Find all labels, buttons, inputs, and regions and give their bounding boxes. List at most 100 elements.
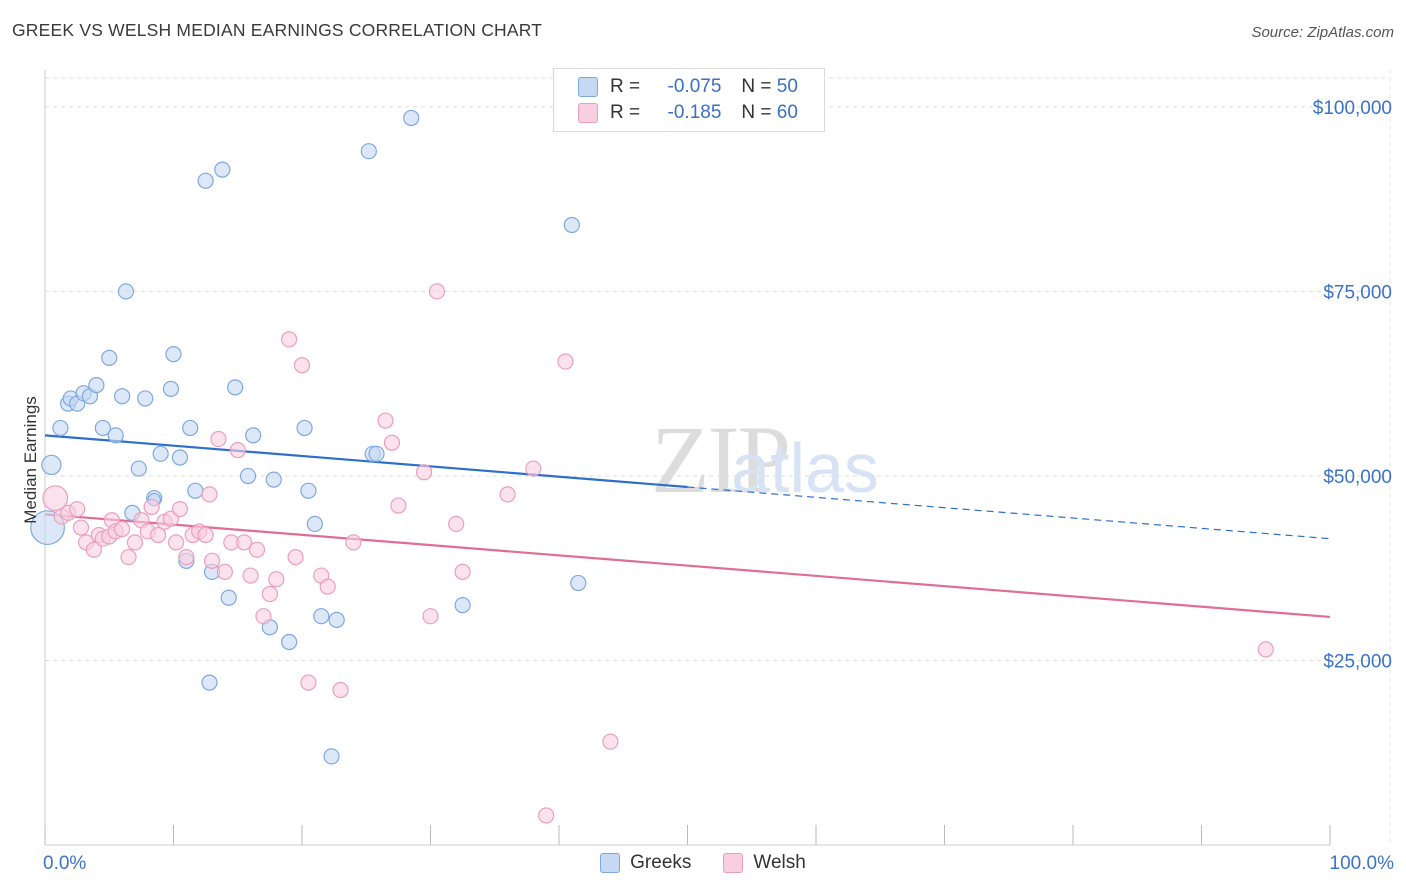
point-welsh: [42, 485, 69, 511]
legend-swatch-welsh: [578, 103, 598, 123]
watermark-zip: ZIP: [651, 406, 789, 513]
point-welsh: [113, 520, 131, 538]
point-greeks: [137, 390, 154, 407]
point-welsh: [602, 733, 619, 750]
point-welsh: [525, 460, 542, 477]
point-greeks: [197, 172, 214, 189]
point-greeks: [563, 216, 580, 234]
trend-line-greeks: [44, 434, 688, 489]
data-points: [30, 109, 1274, 824]
point-welsh: [201, 486, 218, 503]
correlation-legend: R = -0.075 N = 50 R = -0.185 N = 60: [553, 68, 825, 132]
legend-n-value-greeks: 50: [776, 76, 798, 97]
point-welsh: [197, 526, 214, 544]
point-welsh: [390, 497, 407, 514]
point-welsh: [255, 608, 272, 625]
point-greeks: [313, 608, 330, 625]
legend-r-label: R =: [610, 76, 641, 97]
tick-labels: $25,000 $50,000 $75,000 $100,000 0.0% 100.0%: [43, 98, 1394, 874]
point-greeks: [162, 380, 180, 397]
point-greeks: [130, 460, 147, 477]
point-welsh: [216, 563, 234, 581]
point-welsh: [448, 515, 465, 533]
point-welsh: [171, 501, 189, 518]
point-welsh: [229, 442, 246, 459]
point-greeks: [265, 471, 282, 488]
legend-n-label: N =: [741, 102, 772, 123]
point-greeks: [328, 611, 345, 628]
point-welsh: [499, 486, 516, 503]
legend-row-welsh: R = -0.185 N = 60: [578, 100, 798, 126]
point-welsh: [248, 541, 266, 558]
point-greeks: [113, 388, 131, 405]
point-greeks: [403, 109, 420, 127]
point-greeks: [220, 589, 237, 606]
point-welsh: [210, 430, 227, 448]
point-welsh: [242, 567, 259, 584]
point-greeks: [171, 449, 189, 466]
point-welsh: [120, 549, 137, 566]
point-welsh: [332, 681, 349, 699]
legend-n-value-welsh: 60: [776, 102, 798, 123]
chart-title: GREEK VS WELSH MEDIAN EARNINGS CORRELATI…: [12, 20, 543, 40]
series-legend: Greeks Welsh: [0, 852, 1406, 874]
point-welsh: [261, 585, 278, 603]
series-legend-welsh: Welsh: [723, 852, 806, 874]
point-greeks: [41, 454, 62, 476]
point-welsh: [268, 571, 285, 588]
legend-r-label: R =: [610, 102, 641, 123]
point-welsh: [319, 578, 336, 595]
point-greeks: [227, 379, 244, 396]
point-welsh: [345, 534, 362, 551]
y-axis-label: Median Earnings: [21, 396, 40, 524]
point-welsh: [454, 563, 471, 581]
point-welsh: [281, 331, 298, 348]
point-welsh: [72, 519, 90, 536]
legend-row-greeks: R = -0.075 N = 50: [578, 74, 798, 100]
point-greeks: [454, 597, 471, 614]
point-greeks: [281, 633, 298, 651]
y-tick-label: $100,000: [1313, 98, 1392, 119]
point-greeks: [306, 515, 323, 533]
point-welsh: [167, 534, 185, 551]
point-greeks: [570, 574, 587, 592]
series-swatch-greeks: [600, 853, 621, 873]
point-greeks: [182, 419, 199, 437]
point-welsh: [287, 549, 304, 566]
point-welsh: [126, 534, 144, 551]
point-welsh: [143, 498, 160, 516]
point-greeks: [165, 346, 182, 363]
point-greeks: [214, 161, 231, 178]
chart-source: Source: ZipAtlas.com: [1251, 24, 1394, 41]
point-greeks: [52, 419, 69, 437]
point-welsh: [377, 412, 394, 429]
point-welsh: [300, 674, 317, 691]
trend-line-welsh: [44, 513, 1331, 619]
point-welsh: [149, 526, 167, 544]
point-welsh: [415, 464, 433, 481]
legend-n-label: N =: [741, 76, 772, 97]
watermark-atlas: atlas: [731, 429, 879, 507]
point-greeks: [239, 467, 257, 485]
x-tick-label-max: 100.0%: [1330, 853, 1395, 874]
point-greeks: [368, 445, 385, 462]
point-welsh: [428, 283, 446, 300]
point-greeks: [296, 419, 313, 437]
point-welsh: [383, 434, 401, 451]
y-tick-label: $50,000: [1323, 467, 1392, 488]
series-name-greeks: Greeks: [630, 852, 692, 873]
point-welsh: [85, 541, 102, 558]
series-name-welsh: Welsh: [753, 852, 806, 873]
series-legend-greeks: Greeks: [600, 852, 691, 874]
y-tick-label: $25,000: [1323, 651, 1392, 672]
point-greeks: [117, 283, 135, 300]
point-welsh: [69, 501, 86, 518]
point-greeks: [300, 482, 317, 499]
y-tick-label: $75,000: [1323, 282, 1392, 303]
legend-swatch-greeks: [578, 77, 598, 97]
series-greeks-points: [30, 109, 587, 765]
point-greeks: [187, 482, 204, 499]
x-tick-label-min: 0.0%: [43, 853, 86, 874]
point-greeks: [94, 419, 111, 437]
